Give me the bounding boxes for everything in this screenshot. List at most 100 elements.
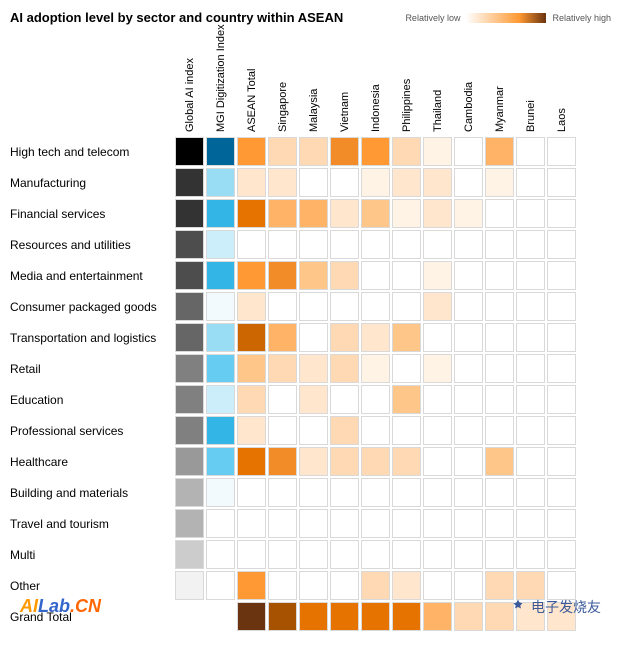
row-label: Financial services — [10, 207, 174, 221]
cell — [330, 230, 359, 259]
cell — [175, 137, 204, 166]
cell — [485, 292, 514, 321]
cell — [392, 292, 421, 321]
cell — [361, 571, 390, 600]
chart-title: AI adoption level by sector and country … — [10, 10, 343, 25]
cell — [423, 261, 452, 290]
cell — [361, 354, 390, 383]
cell — [206, 323, 235, 352]
cell — [454, 478, 483, 507]
cell — [516, 261, 545, 290]
cell — [299, 478, 328, 507]
cell — [485, 323, 514, 352]
cell — [516, 137, 545, 166]
cell — [423, 540, 452, 569]
legend-low-label: Relatively low — [405, 13, 460, 23]
cell — [175, 478, 204, 507]
cell — [423, 137, 452, 166]
cell — [454, 354, 483, 383]
cell — [237, 478, 266, 507]
cell — [516, 571, 545, 600]
cell — [516, 199, 545, 228]
cell — [206, 478, 235, 507]
cell — [361, 261, 390, 290]
cell — [268, 168, 297, 197]
cell — [361, 385, 390, 414]
cell — [299, 540, 328, 569]
cell — [268, 478, 297, 507]
cell — [392, 137, 421, 166]
header: AI adoption level by sector and country … — [10, 10, 611, 25]
cell — [237, 602, 266, 631]
cell — [299, 354, 328, 383]
cell — [423, 416, 452, 445]
col-header-label: Singapore — [277, 82, 289, 132]
cell — [547, 354, 576, 383]
cell — [175, 571, 204, 600]
cell — [485, 416, 514, 445]
cell — [454, 540, 483, 569]
cell — [237, 199, 266, 228]
cell — [268, 416, 297, 445]
cell — [547, 292, 576, 321]
cell — [516, 292, 545, 321]
data-row: Education — [10, 384, 611, 415]
cell — [237, 168, 266, 197]
col-header-8: Thailand — [422, 29, 453, 134]
col-header-5: Vietnam — [329, 29, 360, 134]
cell — [299, 602, 328, 631]
cell — [547, 540, 576, 569]
cell — [485, 509, 514, 538]
col-header-label: Brunei — [525, 100, 537, 132]
cell — [454, 323, 483, 352]
row-label: Professional services — [10, 424, 174, 438]
cell — [175, 540, 204, 569]
cell — [547, 447, 576, 476]
cell — [547, 323, 576, 352]
cell — [485, 571, 514, 600]
cell — [330, 385, 359, 414]
cell — [206, 602, 235, 631]
cell — [423, 354, 452, 383]
cell — [392, 385, 421, 414]
cell — [299, 230, 328, 259]
cell — [299, 447, 328, 476]
cell — [237, 509, 266, 538]
data-row: Other — [10, 570, 611, 601]
heatmap: Global AI indexMGI Digitization IndexASE… — [10, 29, 611, 632]
cell — [206, 385, 235, 414]
data-row: Grand Total — [10, 601, 611, 632]
cell — [392, 478, 421, 507]
cell — [485, 137, 514, 166]
cell — [299, 261, 328, 290]
cell — [330, 323, 359, 352]
legend-gradient — [466, 13, 546, 23]
cell — [268, 354, 297, 383]
cell — [361, 478, 390, 507]
cell — [299, 509, 328, 538]
cell — [361, 602, 390, 631]
cell — [516, 230, 545, 259]
col-header-label: Thailand — [432, 90, 444, 132]
cell — [330, 261, 359, 290]
column-headers: Global AI indexMGI Digitization IndexASE… — [10, 29, 611, 134]
cell — [175, 416, 204, 445]
cell — [330, 509, 359, 538]
cell — [330, 292, 359, 321]
cell — [237, 261, 266, 290]
cell — [454, 571, 483, 600]
cell — [547, 602, 576, 631]
cell — [547, 571, 576, 600]
cell — [268, 199, 297, 228]
cell — [330, 571, 359, 600]
col-header-label: Indonesia — [370, 84, 382, 132]
cell — [206, 540, 235, 569]
cell — [454, 602, 483, 631]
data-row: Multi — [10, 539, 611, 570]
col-header-label: Myanmar — [494, 86, 506, 132]
cell — [361, 447, 390, 476]
cell — [392, 602, 421, 631]
cell — [330, 602, 359, 631]
rows-container: High tech and telecomManufacturingFinanc… — [10, 136, 611, 632]
cell — [454, 261, 483, 290]
